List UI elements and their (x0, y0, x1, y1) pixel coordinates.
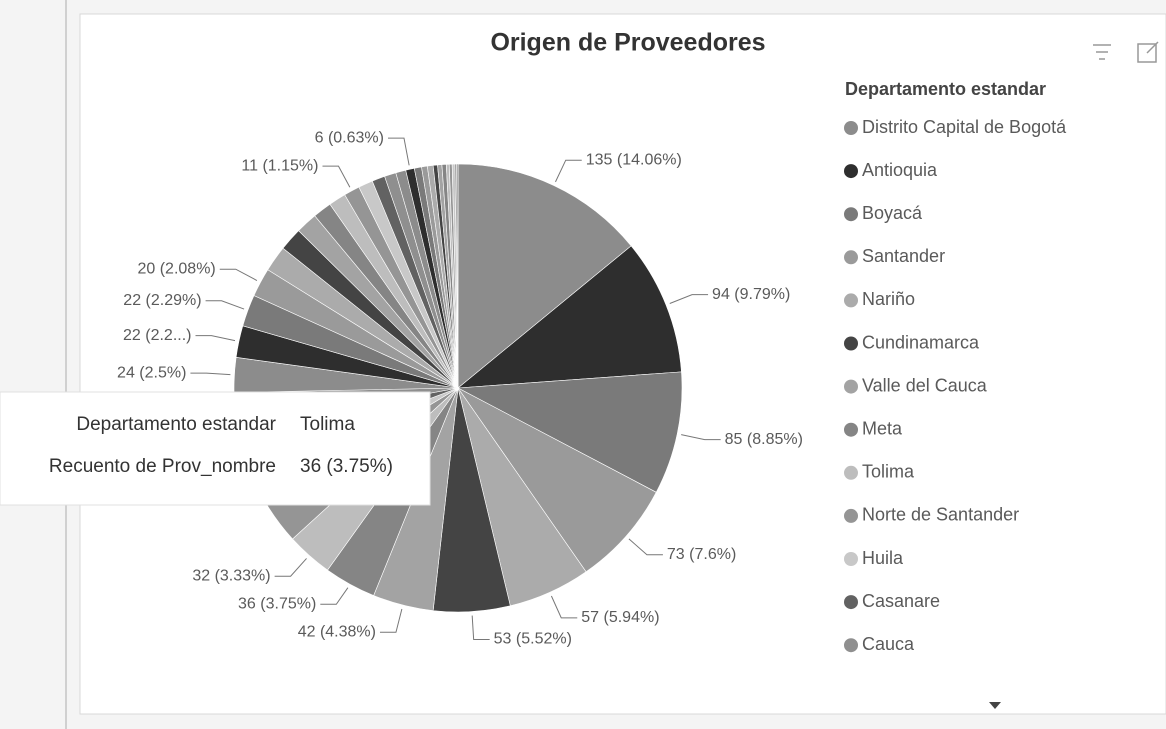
legend-label: Cauca (862, 634, 915, 654)
data-label: 11 (1.15%) (241, 157, 318, 174)
legend-marker (844, 250, 858, 265)
filter-icon[interactable] (1093, 44, 1111, 60)
pie-slice (457, 163, 632, 389)
data-label: 53 (5.52%) (494, 631, 572, 648)
data-label: 22 (2.29%) (123, 292, 201, 309)
legend-marker (844, 336, 858, 351)
leader-line (190, 372, 231, 376)
legend-marker (844, 379, 858, 394)
tooltip-value: 36 (3.75%) (300, 456, 393, 477)
leader-line (669, 294, 709, 304)
leader-line (550, 595, 578, 619)
leader-line (322, 165, 351, 188)
tooltip-box (0, 391, 431, 506)
leader-line (320, 587, 349, 605)
leader-line (681, 434, 721, 441)
legend-label: Casanare (862, 591, 940, 611)
legend-label: Valle del Cauca (862, 375, 988, 395)
tooltip-value: Tolima (300, 414, 355, 435)
legend-label: Norte de Santander (862, 505, 1019, 525)
legend-marker (844, 595, 858, 610)
focus-mode-icon[interactable] (1137, 41, 1159, 63)
legend-scroll-arrow[interactable] (989, 702, 1001, 709)
legend-label: Cundinamarca (862, 332, 980, 352)
tooltip-key: Departamento estandar (76, 414, 276, 435)
data-label: 94 (9.79%) (712, 286, 790, 303)
legend-marker (844, 121, 858, 135)
chart-title: Origen de Proveedores (490, 29, 765, 57)
data-label: 85 (8.85%) (725, 431, 803, 448)
legend-label: Boyacá (862, 203, 923, 223)
legend-label: Huila (862, 548, 904, 568)
legend-label: Nariño (862, 289, 915, 309)
data-label: 24 (2.5%) (117, 364, 186, 381)
leader-line (195, 335, 236, 342)
legend-marker (844, 552, 858, 566)
data-label: 73 (7.6%) (667, 546, 736, 563)
tooltip: Departamento estandar Tolima Recuento de P… (0, 391, 431, 506)
pie-slice (457, 387, 657, 573)
pie (233, 163, 683, 613)
legend-label: Tolima (862, 462, 915, 482)
tooltip-key: Recuento de Prov_nombre (49, 456, 276, 477)
legend-marker (844, 465, 858, 480)
data-label: 32 (3.33%) (192, 567, 270, 584)
legend-label: Antioquia (862, 160, 938, 180)
legend-title: Departamento estandar (845, 79, 1046, 99)
leader-line (205, 300, 245, 310)
leader-line (274, 558, 307, 577)
legend-label: Distrito Capital de Bogotá (862, 117, 1067, 137)
data-label: 22 (2.2...) (123, 327, 191, 344)
data-label: 57 (5.94%) (581, 609, 659, 626)
leader-line (219, 268, 258, 281)
data-label: 135 (14.06%) (586, 151, 682, 168)
data-label: 36 (3.75%) (238, 595, 316, 612)
leader-line (379, 608, 403, 633)
pie-slice (456, 163, 459, 389)
legend-marker (844, 164, 858, 179)
data-label: 42 (4.38%) (298, 623, 376, 640)
legend: Distrito Capital de Bogotá Antioquia Boyac… (844, 117, 1067, 654)
data-label: 20 (2.08%) (137, 260, 215, 277)
pie-slice (457, 245, 682, 389)
leader-line (471, 615, 490, 641)
leader-line (387, 137, 410, 166)
leader-line (628, 538, 663, 556)
data-label: 6 (0.63%) (315, 129, 384, 146)
legend-marker (844, 207, 858, 222)
legend-label: Santander (862, 246, 945, 266)
legend-marker (844, 508, 858, 523)
leader-line (555, 159, 582, 183)
legend-marker (844, 638, 858, 653)
legend-marker (844, 293, 858, 308)
pie-slice (456, 371, 683, 493)
legend-label: Meta (862, 418, 903, 438)
legend-marker (844, 422, 858, 437)
